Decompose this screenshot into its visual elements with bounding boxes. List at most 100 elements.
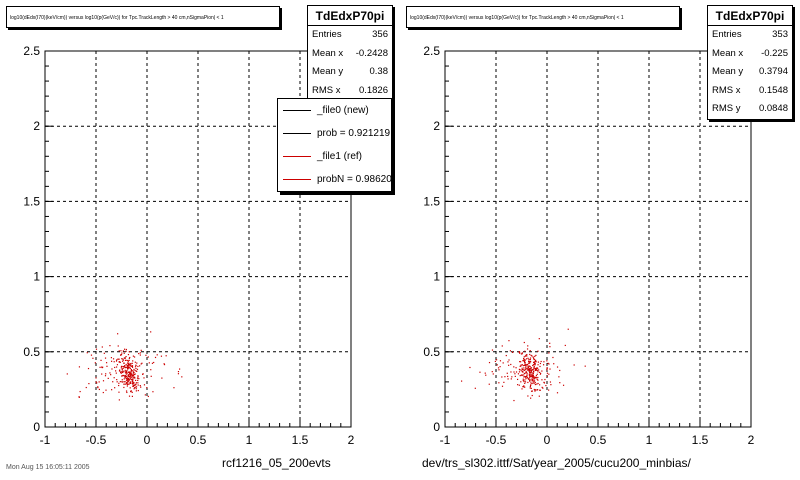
data-point	[495, 359, 498, 361]
stats-row-entries: Entries 353	[708, 26, 792, 45]
data-point	[547, 362, 549, 364]
data-point	[94, 362, 96, 364]
data-point	[142, 373, 144, 375]
data-point	[498, 369, 500, 371]
data-point	[111, 389, 113, 391]
data-point	[132, 378, 134, 380]
data-point	[529, 373, 531, 376]
data-point	[143, 377, 145, 379]
x-tick-label: 0.5	[590, 433, 607, 447]
data-point	[132, 355, 135, 357]
data-point	[533, 370, 535, 372]
y-tick-label: 1.5	[23, 194, 40, 208]
data-point	[177, 373, 180, 375]
data-point	[161, 377, 163, 379]
data-point	[533, 361, 535, 363]
stats-row-rms-y: RMS y 0.0848	[708, 100, 792, 119]
data-point	[534, 369, 536, 372]
data-point	[125, 359, 127, 361]
data-point	[127, 379, 129, 381]
data-point	[527, 377, 529, 379]
data-point	[535, 389, 537, 391]
data-point	[132, 385, 134, 387]
data-point	[501, 385, 504, 387]
data-point	[534, 376, 537, 379]
data-point	[131, 382, 134, 384]
data-point	[120, 365, 123, 368]
x-tick-label: -1	[40, 433, 51, 447]
data-point	[520, 369, 522, 371]
data-point	[537, 389, 539, 391]
data-point	[125, 371, 128, 374]
data-point	[121, 358, 123, 360]
data-point	[502, 362, 504, 364]
data-point	[125, 375, 127, 378]
data-point	[130, 370, 132, 372]
data-point	[521, 388, 523, 390]
data-point	[153, 361, 155, 364]
data-point	[524, 369, 526, 371]
data-point	[501, 345, 503, 347]
data-point	[133, 377, 135, 379]
data-point	[523, 367, 525, 369]
data-point	[126, 381, 129, 383]
data-point	[522, 369, 525, 371]
data-point	[135, 390, 137, 392]
data-point	[508, 359, 510, 361]
data-point	[535, 354, 537, 357]
data-point	[527, 357, 529, 359]
data-point	[121, 352, 123, 354]
data-point	[124, 374, 126, 377]
y-tick-label: 2	[433, 119, 440, 133]
data-point	[521, 364, 523, 366]
data-point	[105, 362, 108, 364]
data-point	[123, 386, 125, 389]
data-point	[497, 367, 500, 369]
data-point	[118, 358, 120, 360]
data-point	[128, 371, 130, 373]
data-point	[133, 382, 135, 384]
data-point	[127, 383, 129, 386]
data-point	[130, 378, 132, 381]
data-point	[134, 366, 137, 368]
data-point	[533, 376, 535, 378]
data-point	[118, 350, 120, 352]
data-point	[540, 360, 542, 363]
stats-value: 0.0848	[758, 103, 788, 114]
data-point	[529, 377, 531, 379]
data-point	[539, 371, 541, 374]
data-point	[549, 346, 551, 348]
data-point	[527, 367, 529, 369]
data-point	[116, 364, 119, 366]
data-point	[66, 373, 68, 375]
data-point	[125, 355, 127, 358]
data-point	[528, 361, 530, 363]
data-point	[546, 367, 548, 369]
data-point	[528, 358, 530, 360]
data-point	[119, 361, 122, 363]
data-point	[128, 359, 130, 361]
data-point	[521, 353, 523, 355]
data-point	[552, 356, 554, 359]
data-point	[533, 378, 536, 380]
data-point	[78, 396, 80, 398]
data-point	[550, 384, 552, 386]
data-point	[122, 375, 124, 377]
data-point	[135, 386, 137, 388]
data-point	[496, 364, 498, 366]
data-point	[510, 371, 512, 373]
data-point	[135, 367, 137, 370]
data-point	[525, 366, 527, 368]
data-point	[133, 384, 136, 386]
data-point	[118, 384, 120, 387]
data-point	[527, 377, 529, 380]
data-point	[133, 373, 136, 376]
data-point	[524, 381, 527, 383]
data-point	[99, 366, 101, 368]
data-point	[143, 384, 146, 386]
data-point	[534, 368, 537, 371]
data-point	[529, 365, 531, 368]
data-point	[540, 372, 542, 375]
data-point	[523, 369, 526, 371]
data-point	[124, 371, 126, 373]
